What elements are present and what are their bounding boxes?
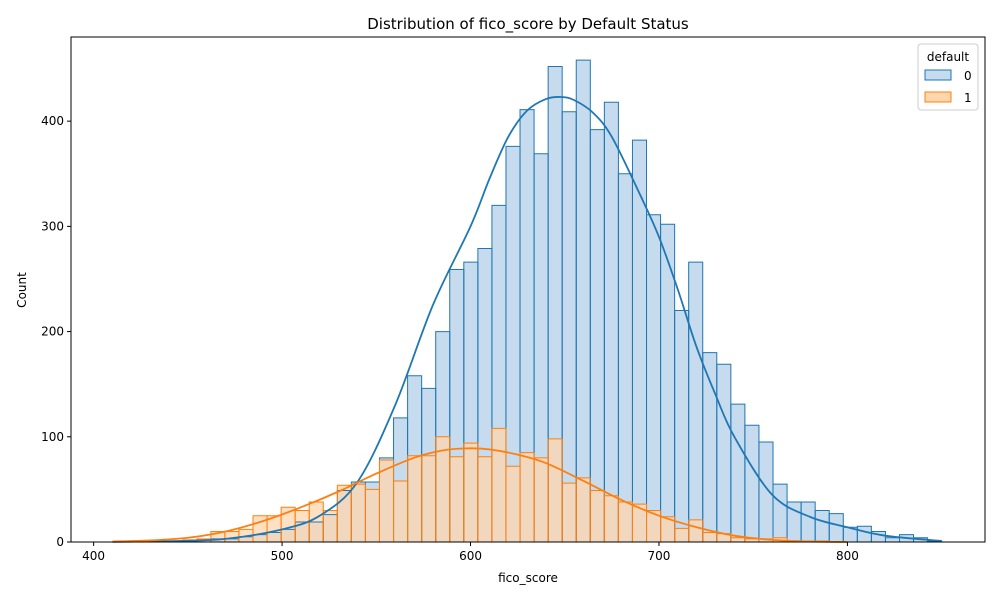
x-tick-label: 700 bbox=[648, 549, 671, 563]
y-tick-label: 200 bbox=[41, 325, 64, 339]
series-1-kde-line bbox=[112, 447, 848, 543]
x-tick-label: 600 bbox=[459, 549, 482, 563]
legend-label-0: 0 bbox=[964, 69, 972, 83]
legend-label-1: 1 bbox=[964, 91, 972, 105]
x-tick-label: 400 bbox=[82, 549, 105, 563]
series-0-area bbox=[112, 60, 942, 542]
legend: default 0 1 bbox=[917, 43, 979, 111]
y-tick-label: 100 bbox=[41, 430, 64, 444]
y-tick-label: 0 bbox=[56, 535, 64, 549]
series-0-bar bbox=[870, 530, 886, 542]
x-axis: 400 500 600 700 800 bbox=[82, 542, 859, 563]
legend-swatch-1 bbox=[924, 91, 952, 103]
plot-fill-layer bbox=[112, 60, 942, 542]
x-tick-label: 800 bbox=[836, 549, 859, 563]
legend-title: default bbox=[927, 50, 970, 64]
series-0-kde-line bbox=[112, 96, 942, 543]
y-tick-label: 300 bbox=[41, 219, 64, 233]
y-tick-label: 400 bbox=[41, 114, 64, 128]
series-1-area bbox=[112, 428, 942, 542]
legend-swatch-0 bbox=[924, 69, 952, 81]
y-axis-label: Count bbox=[15, 272, 29, 308]
plot-frame bbox=[70, 36, 986, 543]
series-1-bar bbox=[688, 519, 704, 542]
x-tick-label: 500 bbox=[271, 549, 294, 563]
plot-kde-layer bbox=[112, 96, 942, 543]
chart-title: Distribution of fico_score by Default St… bbox=[367, 15, 689, 34]
y-axis: 0 100 200 300 400 bbox=[41, 114, 71, 549]
x-axis-label: fico_score bbox=[498, 571, 558, 585]
